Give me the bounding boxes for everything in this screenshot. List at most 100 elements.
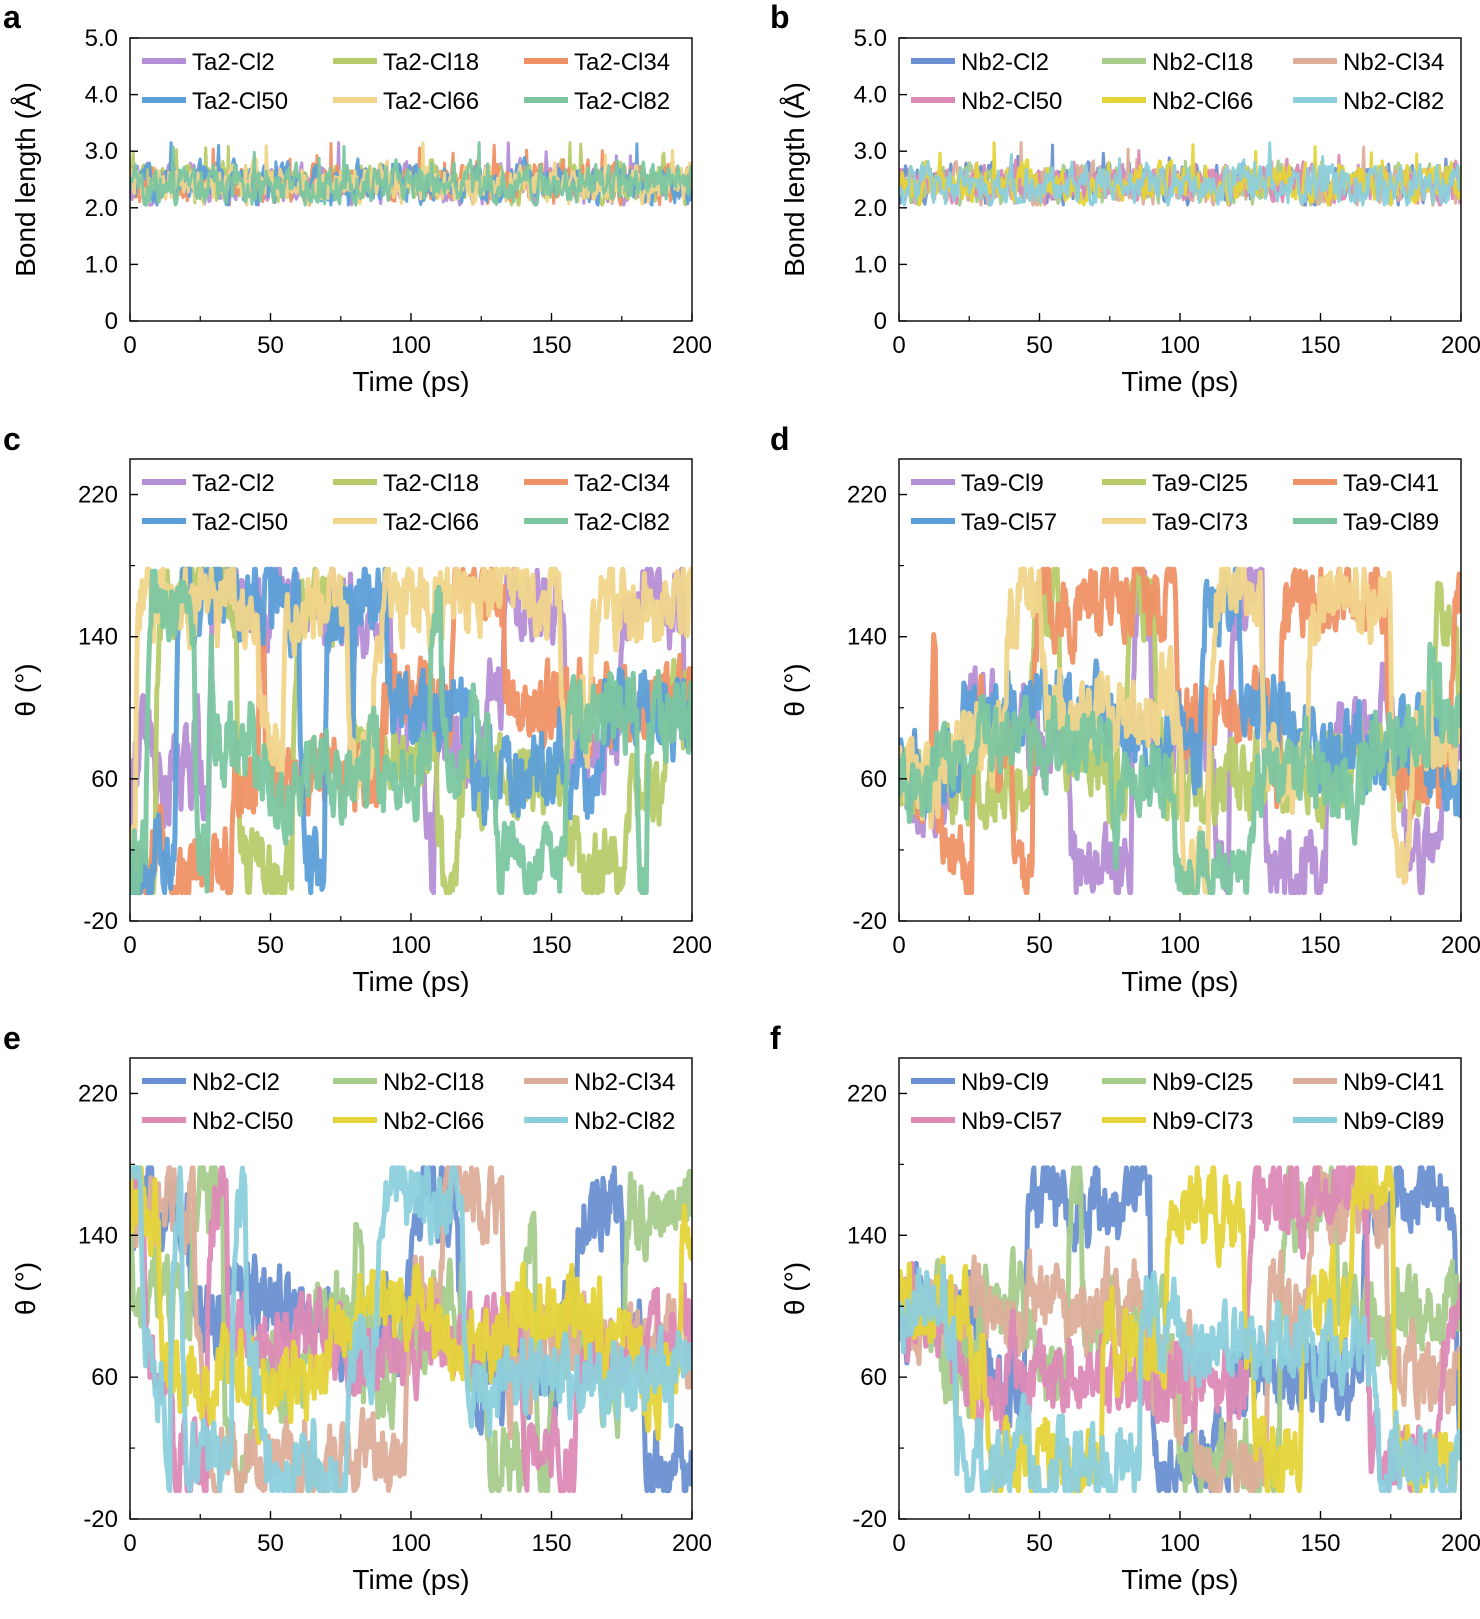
x-tick-label: 200 bbox=[672, 1530, 712, 1557]
x-tick-label: 50 bbox=[257, 932, 284, 959]
panel-e: e -20 60 140 220 0 50 100 150 200 Time (ps) θ (°) Nb… bbox=[3, 1020, 712, 1595]
series-line-Nb9-Cl57 bbox=[899, 1165, 1461, 1494]
y-axis-title: θ (°) bbox=[779, 1262, 810, 1315]
x-tick-label: 0 bbox=[892, 932, 905, 959]
x-tick-label: 0 bbox=[892, 1530, 905, 1557]
x-tick-label: 50 bbox=[257, 332, 284, 359]
y-tick-label: 60 bbox=[860, 766, 887, 793]
series-group bbox=[130, 1165, 692, 1494]
y-tick-label: -20 bbox=[83, 1506, 118, 1533]
legend-label: Nb2-Cl50 bbox=[961, 88, 1062, 115]
x-tick-label: 50 bbox=[1026, 332, 1053, 359]
x-tick-label: 200 bbox=[672, 332, 712, 359]
legend-label: Nb9-Cl57 bbox=[961, 1108, 1062, 1135]
legend-label: Nb9-Cl9 bbox=[961, 1069, 1049, 1096]
legend-label: Ta2-Cl82 bbox=[574, 509, 670, 536]
x-axis-title: Time (ps) bbox=[352, 366, 469, 397]
legend-label: Ta2-Cl66 bbox=[383, 88, 479, 115]
panel-letter: f bbox=[770, 1020, 781, 1056]
x-axis-title: Time (ps) bbox=[352, 1564, 469, 1595]
panel-letter: b bbox=[770, 0, 790, 35]
y-tick-label: 140 bbox=[847, 624, 887, 651]
y-tick-label: 0 bbox=[874, 308, 887, 335]
panel-f: f -20 60 140 220 0 50 100 150 200 Time (ps) θ (°) Nb… bbox=[770, 1020, 1480, 1595]
y-tick-label: 60 bbox=[91, 1364, 118, 1391]
y-tick-label: 140 bbox=[847, 1222, 887, 1249]
y-tick-label: 4.0 bbox=[854, 82, 887, 109]
y-tick-label: 60 bbox=[91, 766, 118, 793]
y-tick-label: 2.0 bbox=[85, 195, 118, 222]
x-tick-label: 200 bbox=[1441, 332, 1480, 359]
legend-label: Nb9-Cl73 bbox=[1152, 1108, 1253, 1135]
y-tick-label: 220 bbox=[78, 482, 118, 509]
x-tick-label: 150 bbox=[531, 1530, 571, 1557]
y-tick-label: -20 bbox=[852, 1506, 887, 1533]
y-tick-label: 60 bbox=[860, 1364, 887, 1391]
series-line-Ta9-Cl73 bbox=[899, 566, 1461, 896]
legend-label: Ta9-Cl9 bbox=[961, 470, 1044, 497]
x-tick-label: 50 bbox=[1026, 932, 1053, 959]
legend: Nb2-Cl2 Nb2-Cl18 Nb2-Cl34 Nb2-Cl50 Nb2-Cl66 N… bbox=[142, 1069, 675, 1135]
legend-label: Ta9-Cl25 bbox=[1152, 470, 1248, 497]
y-tick-label: 5.0 bbox=[85, 25, 118, 52]
legend-label: Nb2-Cl2 bbox=[192, 1069, 280, 1096]
series-group bbox=[899, 1165, 1461, 1494]
x-tick-label: 0 bbox=[123, 932, 136, 959]
y-tick-label: 1.0 bbox=[85, 251, 118, 278]
legend-label: Nb9-Cl89 bbox=[1343, 1108, 1444, 1135]
y-tick-label: 140 bbox=[78, 624, 118, 651]
panel-c: c -20 60 140 220 0 50 100 150 200 Time (ps) θ (°) Ta… bbox=[3, 421, 712, 997]
legend-label: Nb9-Cl41 bbox=[1343, 1069, 1444, 1096]
y-tick-label: 220 bbox=[78, 1080, 118, 1107]
legend-label: Nb2-Cl34 bbox=[574, 1069, 675, 1096]
panel-letter: a bbox=[3, 0, 21, 35]
series-line-Ta2-Cl66 bbox=[130, 566, 692, 849]
x-tick-label: 100 bbox=[1160, 1530, 1200, 1557]
series-line-Ta2-Cl82 bbox=[130, 141, 692, 207]
x-tick-label: 200 bbox=[672, 932, 712, 959]
x-tick-label: 100 bbox=[1160, 332, 1200, 359]
legend-label: Ta9-Cl73 bbox=[1152, 509, 1248, 536]
legend-label: Ta9-Cl41 bbox=[1343, 470, 1439, 497]
legend-label: Ta2-Cl34 bbox=[574, 470, 670, 497]
legend-label: Nb2-Cl18 bbox=[383, 1069, 484, 1096]
y-axis-title: Bond length (Å) bbox=[779, 82, 810, 277]
x-tick-label: 0 bbox=[892, 332, 905, 359]
y-tick-label: 220 bbox=[847, 1080, 887, 1107]
y-axis-title: θ (°) bbox=[779, 663, 810, 716]
legend-label: Nb2-Cl34 bbox=[1343, 49, 1444, 76]
legend: Ta9-Cl9 Ta9-Cl25 Ta9-Cl41 Ta9-Cl57 Ta9-Cl73 T… bbox=[911, 470, 1439, 536]
panel-letter: d bbox=[770, 421, 790, 457]
series-line-Ta2-Cl82 bbox=[130, 568, 692, 896]
series-group bbox=[899, 141, 1461, 207]
x-tick-label: 50 bbox=[1026, 1530, 1053, 1557]
x-axis-title: Time (ps) bbox=[1121, 1564, 1238, 1595]
legend-label: Ta2-Cl50 bbox=[192, 88, 288, 115]
legend-label: Nb2-Cl82 bbox=[574, 1108, 675, 1135]
x-axis-title: Time (ps) bbox=[1121, 366, 1238, 397]
x-tick-label: 150 bbox=[531, 332, 571, 359]
legend-label: Nb2-Cl66 bbox=[1152, 88, 1253, 115]
legend: Nb2-Cl2 Nb2-Cl18 Nb2-Cl34 Nb2-Cl50 Nb2-Cl66 N… bbox=[911, 49, 1444, 115]
y-tick-label: 220 bbox=[847, 482, 887, 509]
x-tick-label: 0 bbox=[123, 332, 136, 359]
legend-label: Ta2-Cl50 bbox=[192, 509, 288, 536]
x-axis-title: Time (ps) bbox=[1121, 966, 1238, 997]
series-line-Ta9-Cl89 bbox=[899, 641, 1461, 896]
series-group bbox=[899, 566, 1461, 896]
legend-label: Ta9-Cl57 bbox=[961, 509, 1057, 536]
series-line-Ta2-Cl34 bbox=[130, 566, 692, 896]
y-tick-label: -20 bbox=[852, 908, 887, 935]
legend-label: Nb9-Cl25 bbox=[1152, 1069, 1253, 1096]
y-axis-title: θ (°) bbox=[10, 663, 41, 716]
panel-d: d -20 60 140 220 0 50 100 150 200 Time (ps) θ (°) Ta… bbox=[770, 421, 1480, 997]
y-tick-label: 2.0 bbox=[854, 195, 887, 222]
legend-label: Ta2-Cl18 bbox=[383, 49, 479, 76]
y-tick-label: 3.0 bbox=[85, 138, 118, 165]
x-tick-label: 200 bbox=[1441, 932, 1480, 959]
legend-label: Ta2-Cl66 bbox=[383, 509, 479, 536]
y-tick-label: 0 bbox=[105, 308, 118, 335]
legend-label: Nb2-Cl66 bbox=[383, 1108, 484, 1135]
y-tick-label: 4.0 bbox=[85, 82, 118, 109]
